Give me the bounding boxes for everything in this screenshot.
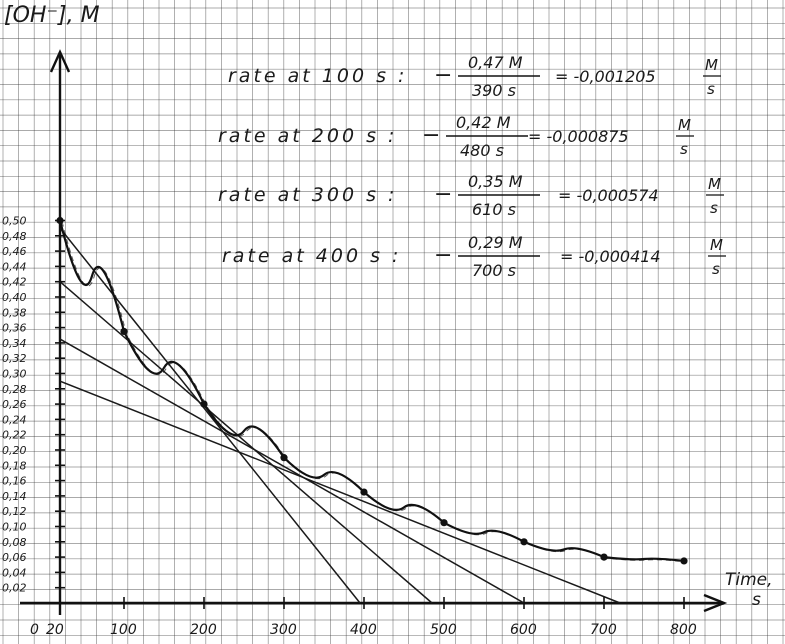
- x-tick-label: 100: [110, 622, 137, 638]
- data-point: [520, 538, 528, 546]
- unit-numerator: M: [678, 116, 691, 134]
- series-line-trace: [61, 221, 687, 563]
- y-tick-label: 0,30: [2, 368, 27, 381]
- tangent-line: [59, 227, 361, 604]
- y-tick-label: 0,40: [2, 291, 27, 304]
- minus-sign: −: [434, 63, 452, 88]
- y-axis-label: [OH⁻], M: [4, 3, 100, 28]
- x-tick-labels: 0 20 100 200 300 400 500 600 700 800: [30, 597, 697, 638]
- fraction-numerator: 0,35 M: [468, 172, 523, 191]
- data-point: [360, 488, 368, 496]
- fraction-denominator: 390 s: [472, 81, 516, 100]
- data-point: [280, 454, 288, 462]
- fraction-denominator: 480 s: [460, 141, 504, 160]
- tangent-line: [59, 338, 525, 604]
- axes: [20, 49, 728, 615]
- y-tick-label: 0,08: [2, 536, 27, 549]
- unit-denominator: s: [680, 140, 688, 158]
- y-tick-label: 0,18: [2, 459, 27, 472]
- fraction-numerator: 0,42 M: [456, 113, 511, 132]
- y-tick-label: 0,16: [2, 475, 27, 488]
- x-axis-arrow: [703, 593, 728, 613]
- y-tick-label: 0,34: [2, 337, 27, 350]
- x-tick-label: 20: [46, 622, 64, 638]
- rate-label: rate at 400 s :: [222, 245, 401, 267]
- unit-numerator: M: [705, 56, 718, 74]
- y-tick-label: 0,26: [2, 398, 27, 411]
- rate-result: = -0,001205: [555, 67, 656, 86]
- y-tick-labels: 0,02 0,04 0,06 0,08 0,10 0,12 0,14 0,16 0,18 0,20…: [2, 215, 65, 595]
- tangent-lines: [59, 227, 621, 604]
- y-tick-label: 0,46: [2, 245, 27, 258]
- unit-numerator: M: [710, 236, 723, 254]
- y-tick-label: 0,42: [2, 276, 27, 289]
- decay-curve: [56, 216, 688, 565]
- y-tick-label: 0,04: [2, 566, 27, 579]
- data-point: [600, 553, 608, 561]
- rate-annotation: rate at 200 s : −0,42 M 480 s = -0,000875 Ms: [218, 113, 694, 160]
- rate-label: rate at 100 s :: [228, 65, 407, 87]
- fraction-numerator: 0,29 M: [468, 233, 523, 252]
- data-point: [200, 400, 208, 408]
- unit-denominator: s: [712, 260, 720, 278]
- x-tick-label: 200: [190, 622, 217, 638]
- data-point: [680, 557, 688, 565]
- x-tick-label: 400: [350, 622, 377, 638]
- rate-result: = -0,000414: [560, 247, 661, 266]
- fraction-numerator: 0,47 M: [468, 53, 523, 72]
- fraction-denominator: 700 s: [472, 261, 516, 280]
- y-tick-label: 0,32: [2, 352, 27, 365]
- y-tick-label: 0,06: [2, 551, 27, 564]
- rate-annotation: rate at 300 s : −0,35 M 610 s = -0,000574 Ms: [218, 172, 724, 219]
- rate-result: = -0,000875: [528, 127, 629, 146]
- y-tick-label: 0,36: [2, 322, 27, 335]
- x-tick-label: 300: [270, 622, 297, 638]
- x-tick-label: 500: [430, 622, 457, 638]
- y-tick-label: 0,48: [2, 230, 27, 243]
- y-tick-label: 0,02: [2, 582, 27, 595]
- rate-annotation: rate at 100 s : −0,47 M 390 s = -0,001205 Ms: [228, 53, 721, 100]
- y-tick-label: 0,38: [2, 306, 27, 319]
- y-tick-label: 0,24: [2, 413, 27, 426]
- y-tick-label: 0,14: [2, 490, 27, 503]
- rate-label: rate at 300 s :: [218, 184, 397, 206]
- rate-result: = -0,000574: [558, 186, 659, 205]
- fraction-denominator: 610 s: [472, 200, 516, 219]
- unit-denominator: s: [710, 199, 718, 217]
- data-point: [120, 327, 128, 336]
- x-tick-label: 700: [590, 622, 617, 638]
- minus-sign: −: [422, 123, 440, 148]
- y-tick-label: 0,12: [2, 505, 27, 518]
- tangent-line: [59, 281, 433, 604]
- unit-numerator: M: [708, 175, 721, 193]
- y-tick-label: 0,44: [2, 260, 27, 273]
- y-tick-label: 0,28: [2, 383, 27, 396]
- y-tick-label: 0,10: [2, 521, 27, 534]
- x-tick-label: 0: [30, 622, 39, 638]
- x-tick-label: 600: [510, 622, 537, 638]
- minus-sign: −: [434, 182, 452, 207]
- minus-sign: −: [434, 243, 452, 268]
- y-tick-label: 0,50: [2, 215, 27, 228]
- x-tick-label: 800: [670, 622, 697, 638]
- rate-annotation: rate at 400 s : −0,29 M 700 s = -0,000414 Ms: [222, 233, 726, 280]
- y-axis-arrow: [49, 49, 71, 73]
- rate-label: rate at 200 s :: [218, 125, 397, 147]
- unit-denominator: s: [707, 80, 715, 98]
- x-axis-label: Time, s: [725, 570, 773, 610]
- tangent-line: [59, 380, 621, 604]
- y-tick-label: 0,20: [2, 444, 27, 457]
- y-tick-label: 0,22: [2, 429, 27, 442]
- data-point: [440, 519, 448, 527]
